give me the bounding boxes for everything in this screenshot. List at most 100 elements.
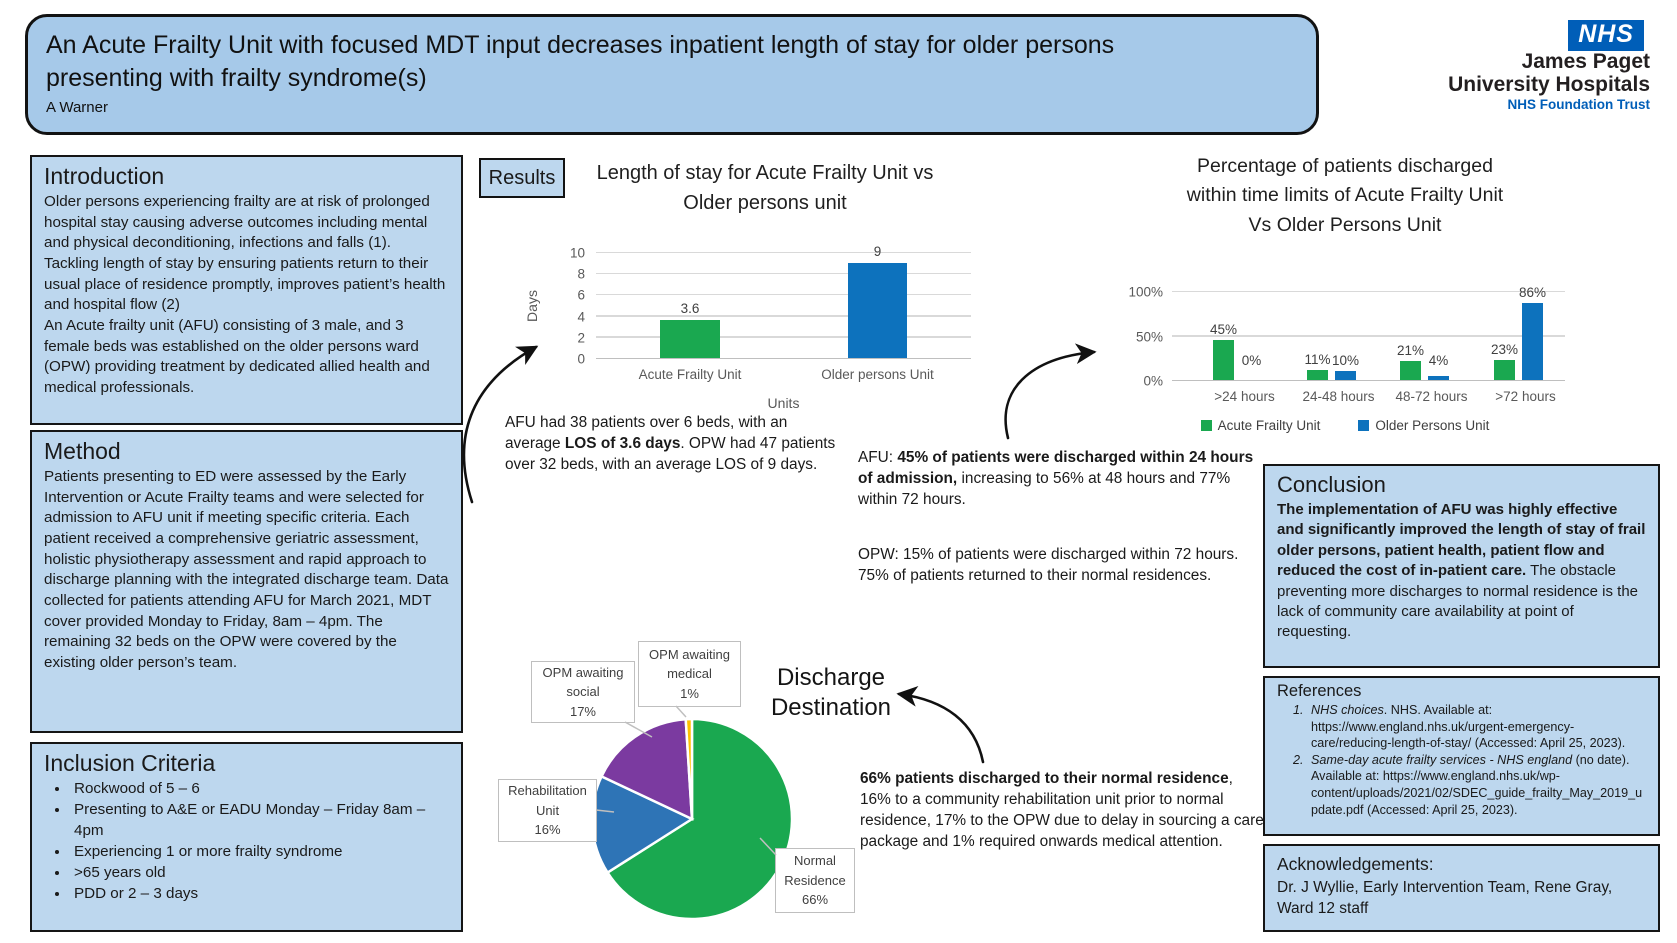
references-section: References NHS choices. NHS. Available a… <box>1263 676 1660 836</box>
pie-slice-opm-awaiting-medical <box>684 717 694 820</box>
arrow-to-discharge-time-chart <box>1004 343 1097 440</box>
hospital-name-line2: University Hospitals <box>1448 72 1650 96</box>
acknowledgements-body: Dr. J Wyllie, Early Intervention Team, R… <box>1277 879 1613 918</box>
reference-item: Same-day acute frailty services - NHS en… <box>1307 752 1646 818</box>
references-list: NHS choices. NHS. Available at: https://… <box>1277 702 1646 818</box>
gridline <box>596 336 971 338</box>
discharge-annotation: 66% patients discharged to their normal … <box>860 770 1264 850</box>
gridline <box>1172 335 1565 337</box>
reference-item: NHS choices. NHS. Available at: https://… <box>1307 702 1646 752</box>
method-section: Method Patients presenting to ED were as… <box>30 430 463 733</box>
pie-callout-opm-medical: OPM awaiting medical 1% <box>638 641 741 707</box>
data-label: 9 <box>873 243 882 259</box>
data-label: 21% <box>1396 343 1425 359</box>
opw-annotation: OPW: 15% of patients were discharged wit… <box>858 546 1239 584</box>
references-heading: References <box>1277 682 1362 700</box>
legend-label: Acute Frailty Unit <box>1217 418 1321 433</box>
method-body: Patients presenting to ED were assessed … <box>44 468 449 672</box>
list-item: >65 years old <box>70 863 449 884</box>
legend-swatch <box>1358 420 1370 431</box>
bar <box>1307 370 1328 380</box>
y-tick-label: 8 <box>577 266 585 282</box>
los-annotation: AFU had 38 patients over 6 beds, with an… <box>505 414 836 473</box>
method-heading: Method <box>44 438 121 464</box>
x-axis-labels: Acute Frailty Unit Older persons Unit <box>596 367 971 387</box>
poster-author: A Warner <box>46 99 108 116</box>
bar <box>1213 339 1234 380</box>
y-tick-label: 6 <box>577 287 585 303</box>
header-box: An Acute Frailty Unit with focused MDT i… <box>25 14 1319 135</box>
data-label: 45% <box>1209 321 1238 337</box>
gridline <box>596 293 971 296</box>
length-of-stay-chart: Length of stay for Acute Frailty Unit vs… <box>524 152 985 422</box>
list-item: Experiencing 1 or more frailty syndrome <box>70 842 449 863</box>
pie-chart-title: Discharge Destination <box>770 664 892 722</box>
x-axis-title: Units <box>767 395 800 411</box>
y-tick-label: 100% <box>1128 284 1163 300</box>
introduction-section: Introduction Older persons experiencing … <box>30 155 463 425</box>
x-category-label: Acute Frailty Unit <box>638 367 742 382</box>
x-category-label: 24-48 hours <box>1302 389 1375 404</box>
results-label: Results <box>479 158 565 198</box>
chart-legend: Acute Frailty Unit Older Persons Unit <box>1095 418 1595 433</box>
chart-title: Length of stay for Acute Frailty Unit vs… <box>596 162 934 214</box>
poster-title: An Acute Frailty Unit with focused MDT i… <box>46 31 1115 92</box>
y-tick-label: 10 <box>569 245 585 261</box>
data-label: 86% <box>1518 285 1547 301</box>
gridline <box>596 272 971 275</box>
acknowledgements-heading: Acknowledgements: <box>1277 854 1434 874</box>
inclusion-criteria-list: Rockwood of 5 – 6 Presenting to A&E or E… <box>44 779 449 905</box>
bar-older-persons-unit <box>848 262 907 358</box>
plot-area: 3.6 9 <box>596 244 971 359</box>
conclusion-section: Conclusion The implementation of AFU was… <box>1263 464 1660 668</box>
gridline <box>596 357 971 359</box>
list-item: PDD or 2 – 3 days <box>70 884 449 905</box>
y-axis-ticks: 0 2 4 6 8 10 <box>546 246 585 367</box>
gridline <box>1172 290 1565 292</box>
y-axis-ticks: 0% 50% 100% <box>1118 285 1163 389</box>
data-label: 23% <box>1490 341 1519 357</box>
plot-area: 45% 0% 11% 10% 21% 4% 23% 86% <box>1172 285 1565 381</box>
afu-annotation: AFU: 45% of patients were discharged wit… <box>858 449 1254 508</box>
y-tick-label: 0 <box>577 351 585 367</box>
data-label: 11% <box>1304 352 1331 368</box>
pie-callout-rehabilitation: Rehabilitation Unit 16% <box>498 779 597 842</box>
data-label: 0% <box>1241 353 1262 368</box>
gridline <box>596 251 971 253</box>
bar <box>1400 361 1421 380</box>
x-category-label: Older persons Unit <box>821 367 934 382</box>
x-axis-labels: >24 hours 24-48 hours 48-72 hours >72 hours <box>1172 389 1565 409</box>
x-category-label: 48-72 hours <box>1395 389 1468 404</box>
y-axis-title: Days <box>524 290 540 322</box>
inclusion-criteria-heading: Inclusion Criteria <box>44 750 216 776</box>
introduction-heading: Introduction <box>44 163 165 189</box>
data-label: 4% <box>1428 353 1449 368</box>
hospital-name-line1: James Paget <box>1521 50 1650 73</box>
y-tick-label: 50% <box>1135 329 1163 344</box>
legend-item: Older Persons Unit <box>1358 418 1489 433</box>
nhs-logo-block: NHS James Paget University Hospitals NHS… <box>1448 20 1650 113</box>
bar <box>1428 376 1449 380</box>
pie-callout-normal-residence: Normal Residence 66% <box>775 848 855 913</box>
y-tick-label: 4 <box>577 309 585 325</box>
introduction-body: Older persons experiencing frailty are a… <box>44 193 446 397</box>
foundation-trust-label: NHS Foundation Trust <box>1507 97 1651 113</box>
y-tick-label: 0% <box>1143 373 1163 389</box>
gridline <box>1172 379 1565 381</box>
nhs-logo: NHS <box>1568 20 1644 51</box>
acknowledgements-section: Acknowledgements: Dr. J Wyllie, Early In… <box>1263 844 1660 932</box>
gridline <box>596 315 971 317</box>
discharge-time-chart: Percentage of patients discharged within… <box>1095 150 1595 450</box>
data-label: 10% <box>1331 353 1360 368</box>
bar <box>1494 359 1515 380</box>
legend-label: Older Persons Unit <box>1375 418 1490 433</box>
inclusion-criteria-section: Inclusion Criteria Rockwood of 5 – 6 Pre… <box>30 742 463 932</box>
list-item: Rockwood of 5 – 6 <box>70 779 449 800</box>
legend-swatch <box>1200 420 1212 431</box>
y-tick-label: 2 <box>577 330 585 346</box>
chart-title: Percentage of patients discharged within… <box>1186 155 1504 236</box>
bar-acute-frailty-unit <box>660 319 720 358</box>
bar <box>1335 371 1356 380</box>
list-item: Presenting to A&E or EADU Monday – Frida… <box>70 800 449 842</box>
